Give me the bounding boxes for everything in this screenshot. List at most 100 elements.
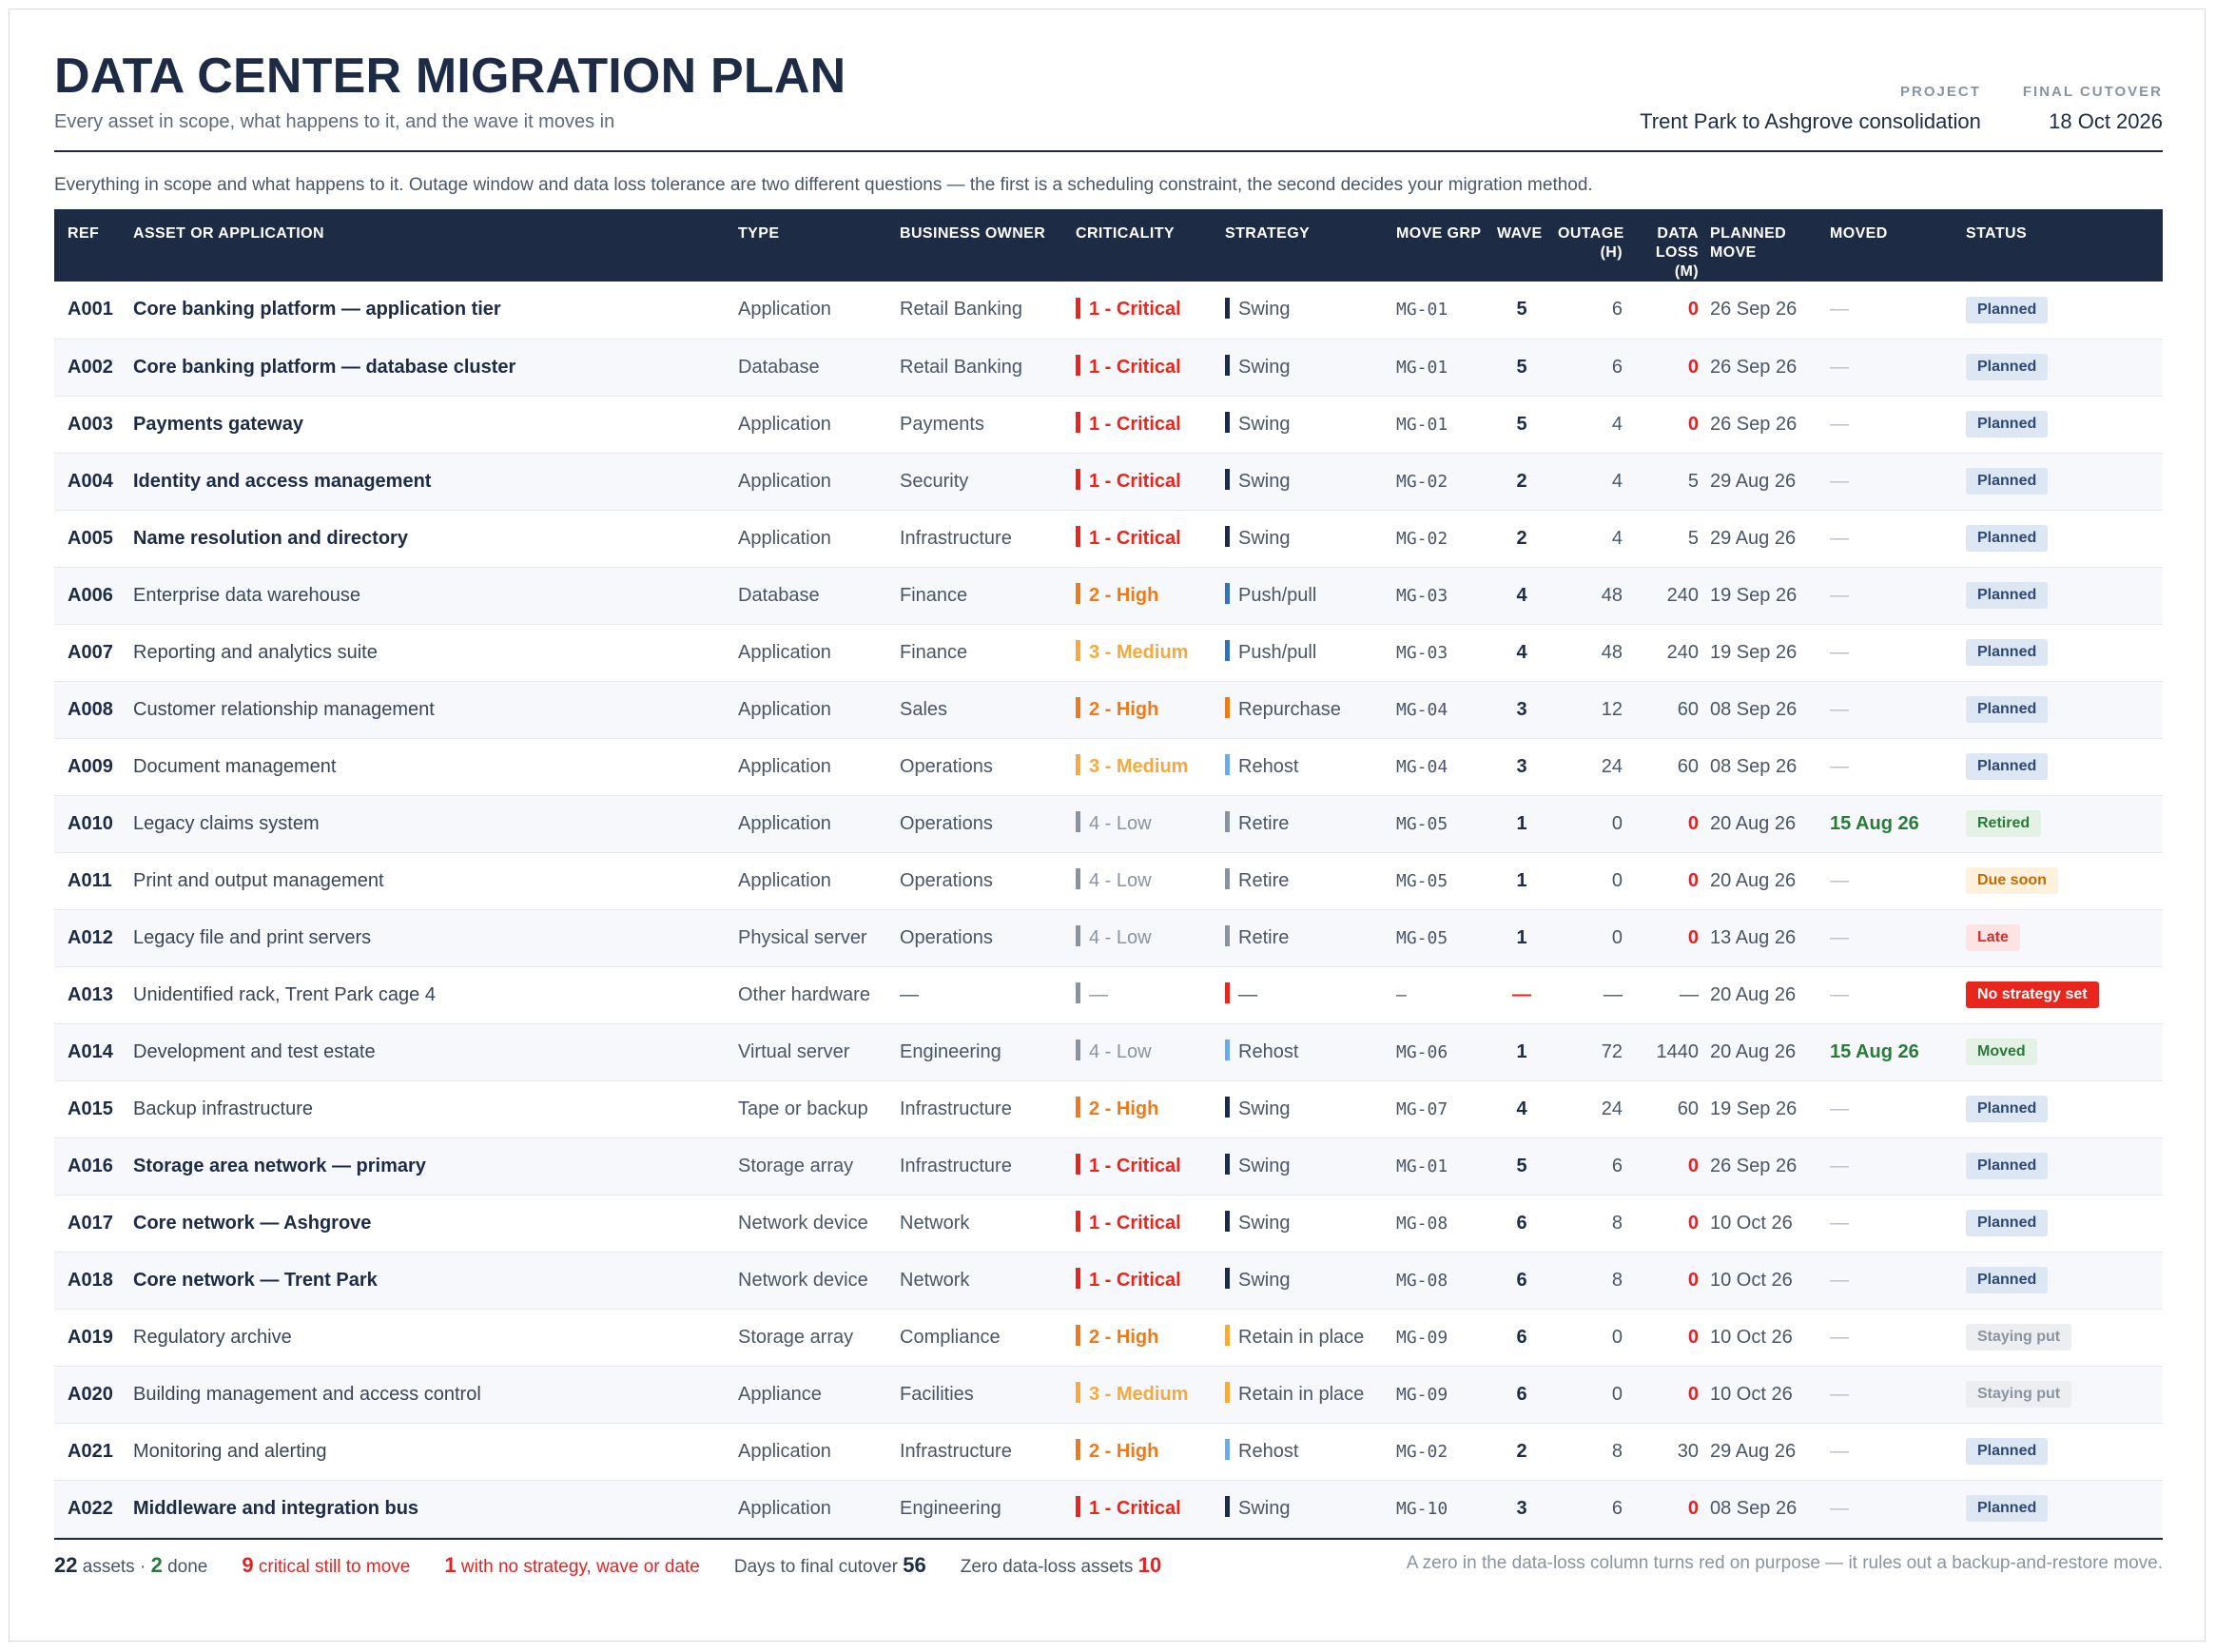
col-outage[interactable]: OUTAGE (H) bbox=[1552, 209, 1628, 282]
cell-status: Planned bbox=[1960, 510, 2163, 568]
col-criticality[interactable]: CRITICALITY bbox=[1070, 209, 1219, 282]
table-row[interactable]: A014 Development and test estate Virtual s… bbox=[54, 1023, 2163, 1081]
cell-moved: 15 Aug 26 bbox=[1824, 795, 1960, 853]
cell-status: Planned bbox=[1960, 1080, 2163, 1138]
criticality-marker bbox=[1076, 1154, 1080, 1176]
table-row[interactable]: A017 Core network — Ashgrove Network devic… bbox=[54, 1195, 2163, 1253]
cell-outage: 6 bbox=[1552, 1137, 1628, 1195]
strategy-marker bbox=[1225, 640, 1230, 662]
cell-status: Planned bbox=[1960, 681, 2163, 739]
cell-planned-move: 20 Aug 26 bbox=[1704, 795, 1824, 853]
table-row[interactable]: A004 Identity and access management Applic… bbox=[54, 453, 2163, 511]
table-row[interactable]: A019 Regulatory archive Storage array Compl… bbox=[54, 1309, 2163, 1367]
strategy-label: Swing bbox=[1238, 299, 1291, 321]
cell-criticality: 1 - Critical bbox=[1070, 1252, 1219, 1310]
col-asset[interactable]: ASSET OR APPLICATION bbox=[127, 209, 732, 282]
cell-ref: A003 bbox=[54, 396, 127, 454]
cell-owner: Retail Banking bbox=[894, 339, 1070, 397]
table-row[interactable]: A012 Legacy file and print servers Physica… bbox=[54, 909, 2163, 967]
cell-move-group: MG-02 bbox=[1390, 453, 1491, 511]
criticality-label: 4 - Low bbox=[1089, 869, 1152, 891]
table-row[interactable]: A010 Legacy claims system Application Opera… bbox=[54, 795, 2163, 853]
critical-summary: 9 critical still to move bbox=[242, 1553, 410, 1578]
col-move-group[interactable]: MOVE GRP bbox=[1390, 209, 1491, 282]
table-row[interactable]: A002 Core banking platform — database clu… bbox=[54, 339, 2163, 397]
cell-outage: 8 bbox=[1552, 1195, 1628, 1253]
status-badge: Planned bbox=[1966, 1438, 2049, 1465]
table-row[interactable]: A018 Core network — Trent Park Network dev… bbox=[54, 1252, 2163, 1310]
days-value: 56 bbox=[903, 1552, 926, 1577]
cell-outage: 0 bbox=[1552, 1309, 1628, 1367]
cell-status: Moved bbox=[1960, 1023, 2163, 1081]
strategy-label: Push/pull bbox=[1238, 641, 1317, 663]
table-row[interactable]: A006 Enterprise data warehouse Database Fin… bbox=[54, 567, 2163, 625]
cell-status: Planned bbox=[1960, 567, 2163, 625]
criticality-label: 1 - Critical bbox=[1089, 470, 1181, 492]
cell-outage: — bbox=[1552, 966, 1628, 1024]
cell-type: Application bbox=[732, 738, 894, 796]
status-badge: Planned bbox=[1966, 696, 2049, 723]
col-ref[interactable]: REF bbox=[54, 209, 127, 282]
table-row[interactable]: A020 Building management and access contr… bbox=[54, 1366, 2163, 1424]
strategy-label: Swing bbox=[1238, 1269, 1291, 1291]
table-row[interactable]: A003 Payments gateway Application Payments 1… bbox=[54, 396, 2163, 454]
cell-strategy: Push/pull bbox=[1219, 567, 1390, 625]
cell-ref: A020 bbox=[54, 1366, 127, 1424]
table-row[interactable]: A011 Print and output management Applicati… bbox=[54, 852, 2163, 910]
strategy-label: Push/pull bbox=[1238, 584, 1317, 606]
cell-strategy: Retain in place bbox=[1219, 1366, 1390, 1424]
cell-type: Application bbox=[732, 396, 894, 454]
col-wave[interactable]: WAVE bbox=[1491, 209, 1552, 282]
cell-planned-move: 20 Aug 26 bbox=[1704, 966, 1824, 1024]
cell-outage: 8 bbox=[1552, 1252, 1628, 1310]
strategy-label: Retain in place bbox=[1238, 1383, 1365, 1405]
cell-ref: A022 bbox=[54, 1480, 127, 1538]
criticality-label: 3 - Medium bbox=[1089, 755, 1189, 777]
table-row[interactable]: A015 Backup infrastructure Tape or backup I… bbox=[54, 1080, 2163, 1138]
col-status[interactable]: STATUS bbox=[1960, 209, 2163, 282]
cell-criticality: 1 - Critical bbox=[1070, 396, 1219, 454]
cell-ref: A016 bbox=[54, 1137, 127, 1195]
status-badge: Retired bbox=[1966, 810, 2042, 837]
cell-criticality: 1 - Critical bbox=[1070, 1195, 1219, 1253]
table-row[interactable]: A022 Middleware and integration bus Applic… bbox=[54, 1480, 2163, 1538]
col-planned-move[interactable]: PLANNED MOVE bbox=[1704, 209, 1824, 282]
cell-criticality: — bbox=[1070, 966, 1219, 1024]
table-row[interactable]: A005 Name resolution and directory Applica… bbox=[54, 510, 2163, 568]
table-row[interactable]: A009 Document management Application Operat… bbox=[54, 738, 2163, 796]
col-owner[interactable]: BUSINESS OWNER bbox=[894, 209, 1070, 282]
cell-strategy: Rehost bbox=[1219, 1423, 1390, 1481]
table-row[interactable]: A008 Customer relationship management Appl… bbox=[54, 681, 2163, 739]
cell-strategy: Swing bbox=[1219, 282, 1390, 340]
cell-ref: A017 bbox=[54, 1195, 127, 1253]
criticality-label: 1 - Critical bbox=[1089, 527, 1181, 549]
criticality-marker bbox=[1076, 925, 1080, 947]
col-data-loss[interactable]: DATA LOSS (M) bbox=[1628, 209, 1704, 282]
col-type[interactable]: TYPE bbox=[732, 209, 894, 282]
cell-data-loss: 0 bbox=[1628, 1366, 1704, 1424]
table-row[interactable]: A021 Monitoring and alerting Application In… bbox=[54, 1423, 2163, 1481]
cell-type: Network device bbox=[732, 1252, 894, 1310]
cell-ref: A021 bbox=[54, 1423, 127, 1481]
assets-summary: 22 assets · 2 done bbox=[54, 1553, 207, 1578]
cell-strategy: Swing bbox=[1219, 339, 1390, 397]
cell-outage: 6 bbox=[1552, 282, 1628, 340]
cell-strategy: Rehost bbox=[1219, 1023, 1390, 1081]
cell-strategy: Swing bbox=[1219, 1195, 1390, 1253]
table-row[interactable]: A007 Reporting and analytics suite Applica… bbox=[54, 624, 2163, 682]
cell-strategy: Retire bbox=[1219, 909, 1390, 967]
cell-asset-name: Core network — Trent Park bbox=[127, 1252, 732, 1310]
cell-owner: Compliance bbox=[894, 1309, 1070, 1367]
table-row[interactable]: A016 Storage area network — primary Storag… bbox=[54, 1137, 2163, 1195]
strategy-marker bbox=[1225, 355, 1230, 377]
table-row[interactable]: A013 Unidentified rack, Trent Park cage 4… bbox=[54, 966, 2163, 1024]
col-moved[interactable]: MOVED bbox=[1824, 209, 1960, 282]
cell-asset-name: Name resolution and directory bbox=[127, 510, 732, 568]
table-row[interactable]: A001 Core banking platform — application … bbox=[54, 282, 2163, 340]
critical-label: critical still to move bbox=[258, 1556, 411, 1577]
cell-outage: 24 bbox=[1552, 738, 1628, 796]
cell-criticality: 4 - Low bbox=[1070, 852, 1219, 910]
cell-criticality: 4 - Low bbox=[1070, 795, 1219, 853]
col-strategy[interactable]: STRATEGY bbox=[1219, 209, 1390, 282]
intro-text: Everything in scope and what happens to … bbox=[54, 175, 1593, 195]
